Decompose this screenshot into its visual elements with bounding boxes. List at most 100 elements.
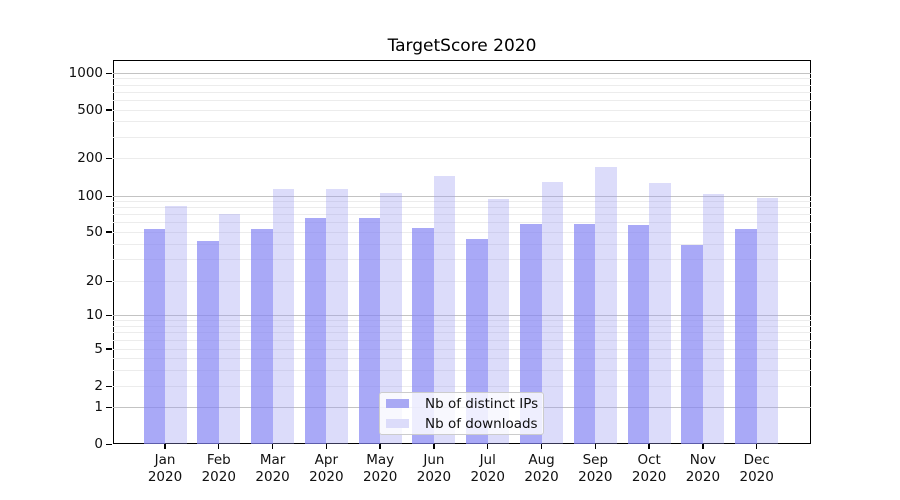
gridline bbox=[113, 231, 811, 233]
legend-label-distinct-ips: Nb of distinct IPs bbox=[425, 395, 539, 412]
bar bbox=[595, 166, 617, 445]
gridline bbox=[113, 259, 811, 261]
y-tick-label: 500 bbox=[77, 101, 103, 118]
bar bbox=[304, 217, 327, 445]
x-tick-label: Oct 2020 bbox=[631, 452, 667, 485]
y-tick-label: 1 bbox=[94, 398, 103, 415]
gridline bbox=[113, 214, 811, 216]
y-tick bbox=[106, 195, 112, 198]
gridline bbox=[113, 136, 811, 138]
bar bbox=[143, 229, 165, 445]
gridline bbox=[113, 109, 811, 111]
y-tick bbox=[106, 157, 112, 160]
x-tick bbox=[325, 444, 328, 449]
x-tick bbox=[271, 444, 274, 449]
x-tick-label: Aug 2020 bbox=[524, 452, 559, 485]
gridline bbox=[113, 243, 811, 245]
gridline bbox=[113, 196, 811, 198]
x-tick-label: Jul 2020 bbox=[470, 452, 505, 485]
bar bbox=[218, 214, 241, 445]
y-tick bbox=[106, 109, 112, 111]
y-tick-label: 0 bbox=[94, 435, 103, 452]
y-tick bbox=[106, 315, 112, 317]
y-tick bbox=[106, 406, 112, 408]
bar bbox=[380, 192, 402, 445]
x-tick bbox=[487, 444, 489, 449]
gridline bbox=[113, 339, 811, 341]
x-tick bbox=[164, 444, 166, 449]
y-tick bbox=[106, 443, 112, 445]
bar bbox=[681, 245, 703, 445]
x-tick bbox=[594, 444, 596, 449]
legend-item-downloads: Nb of downloads bbox=[380, 415, 543, 432]
gridline bbox=[113, 222, 811, 224]
x-tick-label: Mar 2020 bbox=[255, 452, 290, 485]
x-tick-label: Feb 2020 bbox=[201, 452, 236, 485]
gridline bbox=[113, 348, 811, 350]
gridline bbox=[113, 315, 811, 317]
bar bbox=[520, 224, 542, 445]
bar bbox=[272, 188, 295, 445]
y-tick-label: 2 bbox=[94, 378, 103, 395]
x-tick-label: Sep 2020 bbox=[578, 452, 613, 485]
gridline bbox=[113, 91, 811, 93]
chart-title: TargetScore 2020 bbox=[387, 36, 537, 56]
x-tick bbox=[433, 444, 435, 449]
x-tick bbox=[648, 444, 650, 449]
bar bbox=[358, 217, 381, 445]
x-tick bbox=[540, 444, 543, 449]
bar bbox=[627, 225, 650, 445]
y-tick-label: 100 bbox=[77, 188, 103, 205]
gridline bbox=[113, 158, 811, 159]
x-tick bbox=[702, 444, 704, 449]
y-tick-label: 50 bbox=[85, 223, 103, 240]
gridline bbox=[113, 357, 811, 359]
y-tick-label: 10 bbox=[85, 307, 103, 324]
y-tick bbox=[106, 348, 112, 350]
gridline bbox=[113, 369, 811, 371]
bar bbox=[251, 229, 273, 445]
x-tick bbox=[755, 444, 758, 449]
bar bbox=[702, 193, 725, 445]
x-tick-label: Jun 2020 bbox=[416, 452, 452, 485]
x-tick-label: Dec 2020 bbox=[739, 452, 774, 485]
legend-swatch-downloads-icon bbox=[386, 418, 409, 429]
legend-label-downloads: Nb of downloads bbox=[425, 415, 538, 432]
bar bbox=[756, 198, 779, 445]
x-tick bbox=[379, 444, 381, 449]
y-tick bbox=[106, 281, 112, 283]
legend: Nb of distinct IPs Nb of downloads bbox=[379, 392, 544, 435]
bar bbox=[573, 224, 596, 445]
gridline bbox=[113, 84, 811, 86]
bar bbox=[735, 229, 757, 445]
x-tick-label: Nov 2020 bbox=[685, 452, 721, 485]
y-tick bbox=[106, 386, 112, 388]
bar bbox=[197, 241, 219, 445]
bar bbox=[433, 176, 456, 445]
legend-item-distinct-ips: Nb of distinct IPs bbox=[380, 395, 543, 412]
bar bbox=[412, 228, 434, 445]
gridline bbox=[113, 207, 811, 209]
gridline bbox=[113, 320, 811, 322]
y-tick-label: 5 bbox=[94, 340, 103, 357]
bar bbox=[487, 198, 510, 445]
y-tick-label: 200 bbox=[77, 150, 103, 166]
gridline bbox=[113, 72, 811, 74]
y-tick bbox=[106, 231, 112, 233]
gridline bbox=[113, 281, 811, 283]
gridline bbox=[113, 121, 811, 123]
x-tick-label: Jan 2020 bbox=[147, 452, 183, 485]
bar bbox=[326, 189, 348, 445]
bar bbox=[541, 181, 564, 445]
y-tick-label: 20 bbox=[85, 273, 103, 290]
gridline bbox=[113, 99, 811, 101]
bar bbox=[165, 205, 187, 445]
gridline bbox=[113, 332, 811, 334]
legend-swatch-distinct-ips-icon bbox=[386, 398, 409, 409]
x-tick-label: Apr 2020 bbox=[309, 452, 344, 485]
bar bbox=[649, 183, 671, 445]
x-tick-label: May 2020 bbox=[362, 452, 398, 485]
gridline bbox=[113, 386, 811, 388]
gridline bbox=[113, 201, 811, 203]
